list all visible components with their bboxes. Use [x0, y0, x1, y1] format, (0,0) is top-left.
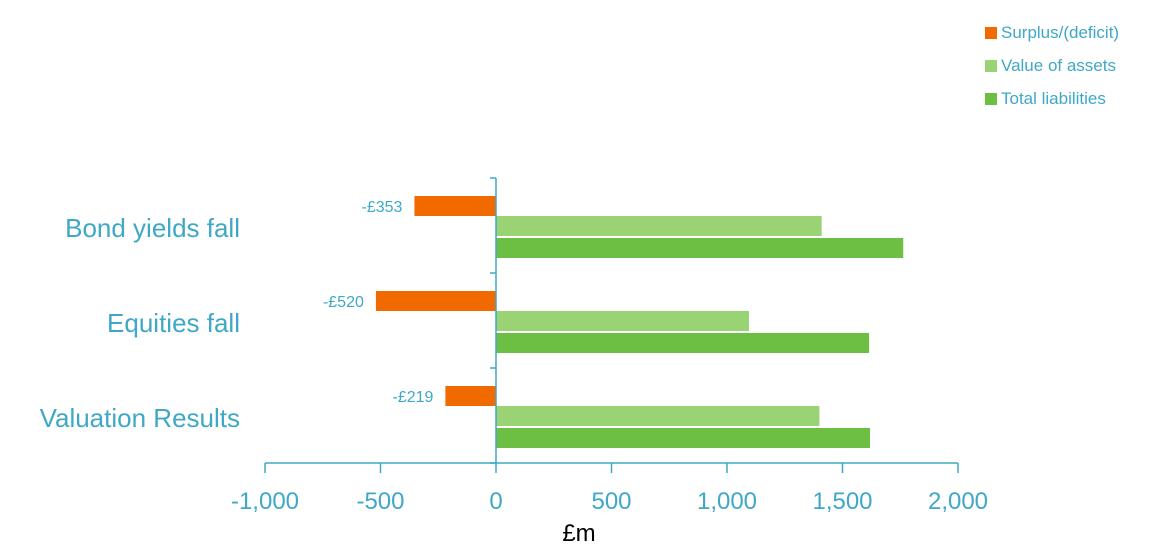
category-label-0: Bond yields fall — [65, 213, 240, 243]
x-axis-title: £m — [562, 520, 595, 547]
legend: Surplus/(deficit) Value of assets Total … — [985, 16, 1119, 115]
legend-item-surplus: Surplus/(deficit) — [985, 16, 1119, 49]
data-label-surplus-0: -£353 — [362, 199, 403, 216]
value-axis-tick-label-1: -500 — [356, 488, 404, 515]
value-axis-tick-label-3: 500 — [591, 488, 631, 515]
bar-value-of-assets-0 — [496, 216, 822, 236]
category-label-2: Valuation Results — [40, 403, 240, 433]
legend-label-liabilities: Total liabilities — [1001, 88, 1106, 108]
bar-value-of-assets-1 — [496, 311, 749, 331]
bar-value-of-assets-2 — [496, 406, 820, 426]
bar-total-liabilities-0 — [496, 238, 904, 258]
bar-surplus-deficit--0 — [414, 196, 496, 216]
bar-surplus-deficit--2 — [445, 386, 496, 406]
bar-surplus-deficit--1 — [375, 291, 496, 311]
value-axis-tick-label-6: 2,000 — [928, 488, 988, 515]
legend-item-liabilities: Total liabilities — [985, 82, 1119, 115]
data-label-surplus-1: -£520 — [323, 294, 364, 311]
legend-swatch-surplus — [985, 26, 997, 39]
legend-swatch-liabilities — [985, 92, 997, 105]
bar-total-liabilities-1 — [496, 333, 870, 353]
legend-item-assets: Value of assets — [985, 49, 1119, 82]
value-axis-tick-label-4: 1,000 — [697, 488, 757, 515]
value-axis-tick-label-0: -1,000 — [231, 488, 299, 515]
value-axis-tick-label-5: 1,500 — [812, 488, 872, 515]
legend-label-surplus: Surplus/(deficit) — [1001, 22, 1120, 42]
value-axis-tick-label-2: 0 — [489, 488, 502, 515]
bar-total-liabilities-2 — [496, 428, 870, 448]
legend-swatch-assets — [985, 59, 997, 72]
category-label-1: Equities fall — [107, 308, 240, 338]
data-label-surplus-2: -£219 — [392, 389, 433, 406]
legend-label-assets: Value of assets — [1001, 55, 1116, 75]
